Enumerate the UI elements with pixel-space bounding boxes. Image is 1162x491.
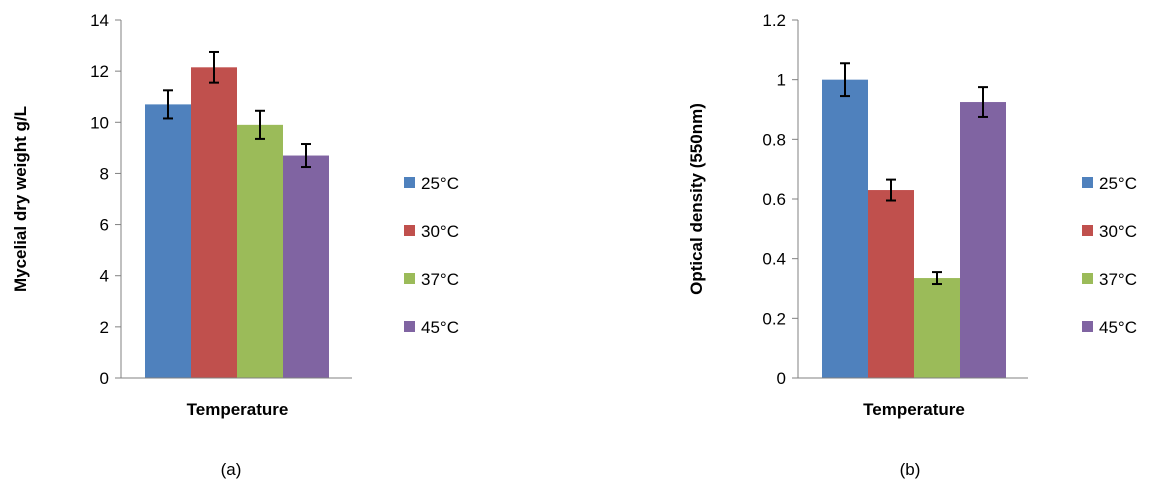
chart-b-legend-swatch-0 — [1082, 177, 1093, 188]
chart-a-y-ticks: 0 2 4 6 8 10 12 14 — [90, 11, 121, 388]
chart-b-y-axis-title: Optical density (550nm) — [687, 103, 706, 295]
chart-b-bar-3 — [960, 102, 1006, 379]
chart-b-y-tick-label: 0.2 — [762, 309, 786, 328]
chart-a-legend-swatch-0 — [404, 177, 415, 188]
chart-a-y-axis-title: Mycelial dry weight g/L — [11, 106, 30, 292]
chart-b-caption: (b) — [900, 460, 921, 479]
chart-b-legend: 25°C 30°C 37°C 45°C — [1082, 174, 1137, 337]
chart-a-y-tick-label: 12 — [90, 62, 109, 81]
chart-b-y-tick-label: 1.2 — [762, 11, 786, 30]
chart-a-y-tick-label: 14 — [90, 11, 109, 30]
chart-b-bar-2 — [914, 278, 960, 378]
chart-b-x-axis-title: Temperature — [863, 400, 965, 419]
chart-a-legend: 25°C 30°C 37°C 45°C — [404, 174, 459, 337]
chart-a-y-tick-label: 6 — [100, 216, 109, 235]
chart-a-error-bars — [163, 50, 311, 169]
chart-a-caption: (a) — [221, 460, 242, 479]
chart-b-y-tick-label: 0.4 — [762, 250, 786, 269]
chart-a-y-tick-label: 10 — [90, 113, 109, 132]
chart-a-bar-2 — [237, 124, 283, 378]
chart-b: 0 0.2 0.4 0.6 0.8 1 1.2 Optical density (550nm… — [687, 11, 1137, 479]
chart-a-bar-1 — [191, 67, 237, 379]
chart-a-y-tick-label: 4 — [100, 267, 109, 286]
chart-a-bar-0 — [145, 104, 191, 378]
chart-a-legend-label-1: 30°C — [421, 222, 459, 241]
chart-b-legend-label-1: 30°C — [1099, 222, 1137, 241]
chart-a-legend-swatch-3 — [404, 321, 415, 332]
chart-b-bar-1 — [868, 190, 914, 378]
chart-b-y-tick-label: 1 — [777, 71, 786, 90]
chart-b-error-bars — [840, 62, 988, 286]
chart-b-bar-0 — [822, 79, 868, 379]
chart-b-bars — [822, 79, 1006, 379]
chart-b-legend-label-3: 45°C — [1099, 318, 1137, 337]
chart-a-y-tick-label: 0 — [100, 369, 109, 388]
chart-b-legend-swatch-3 — [1082, 321, 1093, 332]
chart-b-legend-swatch-2 — [1082, 273, 1093, 284]
chart-b-y-tick-label: 0 — [777, 369, 786, 388]
chart-a-legend-label-2: 37°C — [421, 270, 459, 289]
chart-a-y-tick-label: 8 — [100, 164, 109, 183]
chart-a-bars — [145, 67, 329, 379]
chart-a-legend-swatch-2 — [404, 273, 415, 284]
chart-a-legend-label-0: 25°C — [421, 174, 459, 193]
chart-b-legend-swatch-1 — [1082, 225, 1093, 236]
chart-a-x-axis-title: Temperature — [187, 400, 289, 419]
chart-a-bar-3 — [283, 155, 329, 378]
chart-a-y-tick-label: 2 — [100, 318, 109, 337]
chart-b-y-tick-label: 0.6 — [762, 190, 786, 209]
chart-b-y-ticks: 0 0.2 0.4 0.6 0.8 1 1.2 — [762, 11, 798, 388]
chart-a-legend-swatch-1 — [404, 225, 415, 236]
chart-b-y-tick-label: 0.8 — [762, 130, 786, 149]
chart-a-legend-label-3: 45°C — [421, 318, 459, 337]
chart-b-legend-label-0: 25°C — [1099, 174, 1137, 193]
chart-a: 0 2 4 6 8 10 12 14 Mycelial dry weight g/L Temp… — [11, 11, 459, 479]
chart-b-legend-label-2: 37°C — [1099, 270, 1137, 289]
